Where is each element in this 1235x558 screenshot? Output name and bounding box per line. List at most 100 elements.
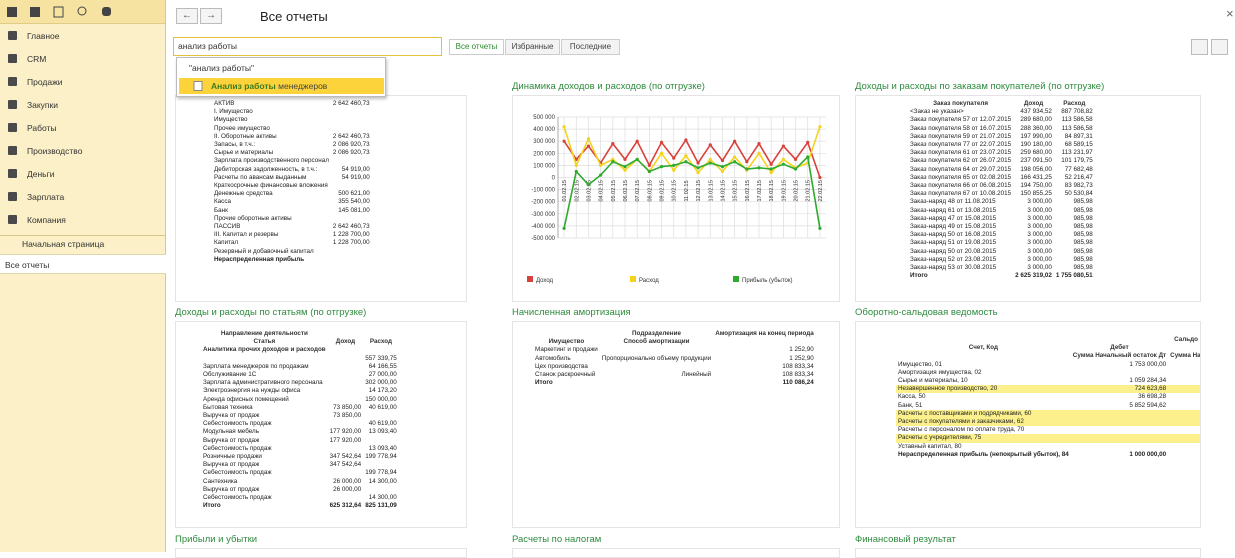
view-toggle[interactable] — [1211, 39, 1228, 55]
menu-item[interactable]: Компания — [8, 213, 66, 227]
header-row: Имущество Способ амортизации — [533, 338, 816, 346]
table-cell: 985,98 — [1073, 255, 1093, 263]
table-row: Заказ покупателя 57 от 12.07.2015 289 680… — [908, 116, 1095, 124]
menu-item[interactable]: Производство — [8, 144, 82, 158]
point — [562, 125, 566, 129]
report-preview[interactable]: Заказ покупателя Доход Расход <Заказ не ука… — [855, 95, 1201, 302]
x-tick-label: 04.02.15 — [599, 180, 605, 201]
report-title[interactable]: Динамика доходов и расходов (по отгрузке… — [512, 81, 705, 92]
table-cell: I. Имущество — [214, 108, 253, 116]
point — [574, 163, 578, 167]
report-title[interactable]: Доходы и расходы по статьям (по отгрузке… — [175, 307, 367, 318]
view-toggle[interactable] — [1191, 39, 1208, 55]
point — [623, 157, 627, 161]
suggestion[interactable]: "анализ работы" — [189, 63, 255, 73]
x-tick-label: 18.02.15 — [769, 180, 775, 201]
report-preview[interactable] — [512, 548, 840, 558]
table-cell: Обслуживание 1С — [203, 371, 257, 379]
table-cell: Заказ-наряд 50 от 16.08.2015 — [910, 231, 997, 239]
back-button[interactable]: ← — [176, 8, 198, 24]
forward-button[interactable]: → — [200, 8, 222, 24]
x-tick-label: 08.02.15 — [647, 180, 653, 201]
table-cell: 500 621,00 — [338, 190, 370, 198]
report-preview[interactable]: АКТИВ 2 642 460,73 I. Имущество Имущество Пр… — [175, 95, 467, 302]
table-cell: Краткосрочные финансовые вложения — [214, 182, 328, 190]
report-table: Сальдо на начало периодаСчет, КодДебетКр… — [896, 336, 1200, 459]
table-cell: 1 378 649,00 — [1168, 418, 1200, 426]
table-cell: 40 619,00 — [368, 403, 397, 411]
table-cell — [1071, 369, 1168, 377]
table-row: Итого 625 312,64 825 131,09 — [201, 502, 399, 510]
report-title[interactable]: Расчеты по налогам — [512, 534, 602, 545]
table-cell: Заказ покупателя 62 от 26.07.2015 — [910, 157, 1012, 165]
table-row: Заказ покупателя 67 от 10.08.2015 150 855… — [908, 190, 1095, 198]
menu-icon — [8, 123, 17, 132]
table-cell: Заказ покупателя 59 от 21.07.2015 — [910, 132, 1012, 140]
table-cell: Заказ покупателя 66 от 06.08.2015 — [910, 182, 1012, 190]
report-preview[interactable]: 500 000 400 000 300 000 200 000 100 000 0 -100… — [512, 95, 840, 302]
point — [574, 157, 578, 161]
report-title[interactable]: Прибыли и убытки — [175, 534, 258, 545]
table-row: Итого 110 086,24 — [533, 379, 816, 387]
point — [611, 157, 615, 161]
current-page[interactable]: Все отчеты — [0, 254, 166, 274]
tab[interactable]: Последние — [561, 39, 620, 55]
tab[interactable]: Все отчеты — [449, 39, 504, 55]
menu-item[interactable]: Закупки — [8, 98, 58, 112]
report-preview[interactable]: Подразделение Амортизация на конец период… — [512, 321, 840, 528]
table-row: Расчеты с покупателями и заказчиками, 62… — [896, 418, 1200, 427]
home-link[interactable]: Начальная страница — [0, 235, 166, 252]
y-tick-label: 200 000 — [533, 151, 555, 157]
menu-item[interactable]: Главное — [8, 29, 59, 43]
table-row: Имущество — [212, 116, 372, 124]
table-cell: 101 179,75 — [1061, 157, 1093, 165]
report-title[interactable]: Доходы и расходы по заказам покупателей … — [855, 81, 1105, 92]
table-cell: 177 920,00 — [329, 428, 362, 436]
table-cell: 26 000,00 — [333, 485, 362, 493]
table-cell: Имущество, 01 — [898, 360, 942, 368]
table-row: АКТИВ 2 642 460,73 — [212, 100, 372, 108]
table-row: II. Оборотные активы 2 642 460,73 — [212, 133, 372, 141]
table-row: Выручка от продаж 347 542,64 — [201, 461, 399, 469]
menu-item[interactable]: Работы — [8, 121, 57, 135]
header-cell: Доход — [1023, 100, 1044, 107]
table-row: Цех производства 108 833,34 — [533, 363, 816, 371]
header-cell: Доход — [335, 338, 356, 346]
menu-item[interactable]: Зарплата — [8, 190, 64, 204]
point — [696, 161, 700, 165]
report-title[interactable]: Начисленная амортизация — [512, 307, 631, 318]
result[interactable]: Анализ работы менеджеров — [179, 78, 384, 94]
table-cell: Выручка от продаж — [203, 412, 260, 420]
report-preview[interactable] — [855, 548, 1201, 558]
table-cell: 166 431,25 — [1020, 173, 1052, 181]
report-preview[interactable] — [175, 548, 467, 558]
table-cell: Уставный капитал, 80 — [898, 442, 962, 450]
table-cell: Заказ-наряд 51 от 19.08.2015 — [910, 239, 997, 247]
search-input[interactable]: анализ работы — [173, 37, 442, 56]
report-preview[interactable]: Сальдо на начало периодаСчет, КодДебетКр… — [855, 321, 1201, 528]
header-cell: Заказ покупателя — [933, 100, 989, 107]
point — [757, 151, 761, 155]
table-cell — [328, 379, 364, 387]
table-cell: 302 000,00 — [365, 379, 397, 387]
report-title[interactable]: Оборотно-сальдовая ведомость — [855, 307, 998, 318]
x-tick-label: 06.02.15 — [623, 180, 629, 201]
table-cell: 347 542,64 — [329, 461, 362, 469]
header-cell — [363, 330, 399, 338]
tab[interactable]: Избранные — [505, 39, 560, 55]
legend-label: Расход — [639, 278, 659, 284]
report-preview[interactable]: Направление деятельности Статья Доход Расхо… — [175, 321, 467, 528]
table-row: Себестоимость продаж 13 093,40 — [201, 445, 399, 453]
menu-item[interactable]: Продажи — [8, 75, 63, 89]
table-cell: 1 059 284,34 — [1129, 377, 1167, 385]
table-cell: 54 919,00 — [341, 173, 370, 181]
close-button[interactable]: × — [1226, 6, 1234, 21]
report-title[interactable]: Финансовый результат — [855, 534, 956, 545]
table-row: Сантехника 26 000,00 14 300,00 — [201, 478, 399, 486]
table-row: Маркетинг и продажи 1 252,90 — [533, 346, 816, 354]
menu-item[interactable]: Деньги — [8, 167, 54, 181]
table-row: Расчеты с персоналом по оплате труда, 70… — [896, 426, 1200, 434]
menu-item[interactable]: CRM — [8, 52, 46, 66]
table-cell: 437 934,52 — [1020, 108, 1052, 116]
table-cell: 150 000,00 — [365, 395, 397, 403]
